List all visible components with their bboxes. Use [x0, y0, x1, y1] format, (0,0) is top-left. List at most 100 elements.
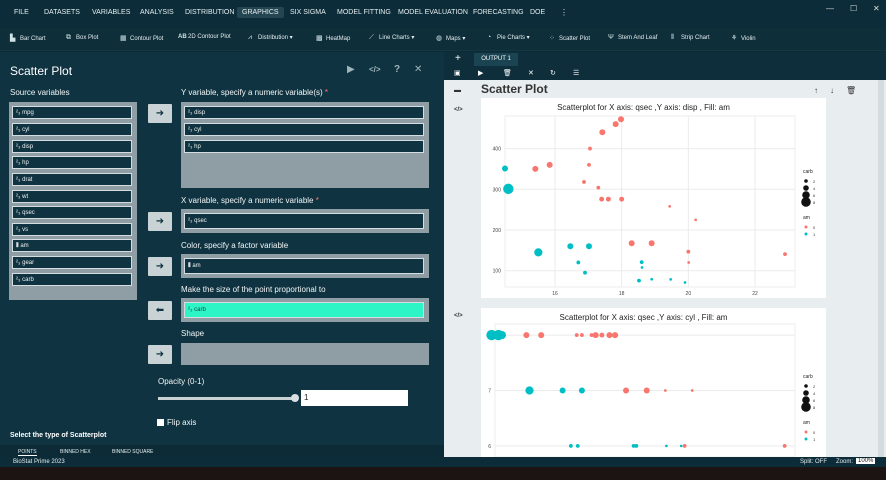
save-icon[interactable]: ▣ — [454, 70, 461, 77]
output-scrollbar[interactable] — [878, 80, 884, 457]
move-to-x-button[interactable]: ➜ — [148, 212, 172, 231]
list-item[interactable]: ²₃ drat — [12, 173, 132, 186]
color-variable-field[interactable]: ⦀ am — [181, 254, 429, 278]
list-item[interactable]: ²₃ qsec — [12, 206, 132, 219]
list-item[interactable]: ⦀ am — [12, 239, 132, 252]
data-point — [523, 332, 530, 339]
opacity-slider-handle[interactable] — [291, 394, 299, 402]
data-point — [592, 332, 599, 339]
more-menu-icon[interactable]: ⋮ — [560, 8, 568, 17]
opacity-slider[interactable] — [158, 397, 296, 400]
menu-datasets[interactable]: DATASETS — [44, 9, 80, 16]
tab-binned-hex[interactable]: BINNED HEX — [60, 449, 91, 455]
delete-icon[interactable]: 🗑 — [503, 70, 512, 77]
strip-chart-button[interactable]: ⦀ Strip Chart — [671, 34, 710, 41]
zoom-value[interactable]: 100% — [856, 458, 876, 464]
menu-model-evaluation[interactable]: MODEL EVALUATION — [398, 9, 468, 16]
add-tab-icon[interactable]: + — [455, 53, 461, 64]
maps-dropdown[interactable]: ◍ Maps ▾ — [436, 35, 466, 42]
2d-contour-plot-button[interactable]: AB2D Contour Plot — [178, 34, 231, 40]
y-variable-list[interactable]: ²₃ disp ²₃ cyl ²₃ hp — [181, 102, 429, 188]
move-to-y-button[interactable]: ➜ — [148, 104, 172, 123]
shape-field[interactable] — [181, 343, 429, 365]
list-item[interactable]: ²₃ qsec — [184, 213, 424, 229]
violin-button[interactable]: ⚘ Violin — [731, 35, 756, 42]
close-window-icon[interactable]: ✕ — [873, 4, 880, 13]
maximize-icon[interactable]: ☐ — [850, 4, 858, 13]
list-item[interactable]: ²₃ carb — [12, 273, 132, 286]
delete-output-icon[interactable]: 🗑 — [846, 86, 857, 95]
menu-file[interactable]: FILE — [14, 9, 29, 16]
pie-charts-dropdown[interactable]: ◔ Pie Charts ▾ — [487, 34, 530, 41]
code-icon[interactable]: </> — [454, 313, 463, 319]
move-up-icon[interactable]: ↑ — [814, 86, 818, 95]
size-variable-field[interactable]: ²₃ carb — [181, 298, 429, 322]
legend-size-label: 6 — [813, 193, 816, 198]
menu-forecasting[interactable]: FORECASTING — [473, 9, 524, 16]
tab-output-1[interactable]: OUTPUT 1 — [474, 53, 518, 66]
refresh-icon[interactable]: ↻ — [550, 70, 556, 77]
code-icon[interactable]: </> — [369, 65, 381, 74]
menu-doe[interactable]: DOE — [530, 9, 546, 16]
list-item[interactable]: ²₃ cyl — [184, 123, 424, 136]
scatter-plot-button[interactable]: ⁘ Scatter Plot — [549, 35, 591, 42]
help-icon[interactable]: ? — [394, 64, 401, 75]
menu-graphics[interactable]: GRAPHICS — [237, 7, 284, 18]
arrow-right-icon: ➜ — [155, 349, 165, 360]
data-point — [568, 444, 573, 448]
bar-chart-button[interactable]: ▙ Bar Chart — [10, 35, 46, 42]
stem-and-leaf-button[interactable]: Ψ Stem And Leaf — [608, 34, 658, 41]
data-point — [589, 333, 594, 337]
run-icon[interactable]: ▶ — [347, 64, 355, 75]
list-item[interactable]: ²₃ disp — [12, 140, 132, 153]
list-icon[interactable]: ☰ — [573, 70, 580, 77]
line-charts-dropdown[interactable]: ⟋ Line Charts ▾ — [369, 34, 415, 41]
list-item[interactable]: ²₃ disp — [184, 106, 424, 119]
list-item[interactable]: ²₃ carb — [184, 302, 424, 318]
menu-model-fitting[interactable]: MODEL FITTING — [337, 9, 391, 16]
close-dialog-icon[interactable]: ✕ — [414, 64, 423, 75]
open-icon[interactable]: ▶ — [478, 70, 484, 77]
toggle-icon[interactable]: ▬ — [454, 87, 461, 94]
contour-plot-button[interactable]: ▦ Contour Plot — [120, 35, 164, 42]
list-item[interactable]: ²₃ hp — [184, 140, 424, 153]
2d-contour-icon: AB — [178, 34, 187, 40]
data-point — [631, 444, 636, 448]
move-to-color-button[interactable]: ➜ — [148, 257, 172, 276]
source-variables-list[interactable]: ²₃ mpg ²₃ cyl ²₃ disp ²₃ hp ²₃ drat ²₃ w… — [9, 102, 137, 300]
list-item[interactable]: ²₃ hp — [12, 156, 132, 169]
minimize-icon[interactable]: — — [826, 4, 834, 13]
list-item[interactable]: ²₃ mpg — [12, 106, 132, 119]
move-down-icon[interactable]: ↓ — [830, 86, 834, 95]
required-mark: * — [324, 88, 329, 97]
split-status[interactable]: Split: OFF — [800, 459, 828, 465]
menu-six-sigma[interactable]: SIX SIGMA — [290, 9, 326, 16]
list-item[interactable]: ²₃ wt — [12, 190, 132, 203]
box-plot-button[interactable]: ⧉ Box Plot — [66, 34, 99, 41]
list-item[interactable]: ²₃ vs — [12, 223, 132, 236]
opacity-input[interactable]: 1 — [301, 390, 408, 406]
numeric-var-icon: ²₃ — [16, 127, 23, 133]
numeric-var-icon: ²₃ — [16, 144, 23, 150]
clear-icon[interactable]: ✕ — [528, 70, 534, 77]
opacity-label: Opacity (0-1) — [158, 377, 205, 386]
menu-analysis[interactable]: ANALYSIS — [140, 9, 174, 16]
code-icon[interactable]: </> — [454, 107, 463, 113]
legend-color-title: am — [803, 215, 810, 221]
tab-points[interactable]: POINTS — [18, 449, 37, 456]
menu-variables[interactable]: VARIABLES — [92, 9, 131, 16]
menu-distribution[interactable]: DISTRIBUTION — [185, 9, 235, 16]
x-variable-field[interactable]: ²₃ qsec — [181, 209, 429, 233]
y-tick-label: 7 — [488, 389, 491, 395]
y-variable-label: Y variable, specify a numeric variable(s… — [181, 88, 329, 97]
list-item[interactable]: ²₃ gear — [12, 256, 132, 269]
flip-axis-checkbox[interactable] — [157, 419, 164, 426]
move-from-size-button[interactable]: ⬅ — [148, 301, 172, 320]
list-item[interactable]: ⦀ am — [184, 258, 424, 274]
list-item[interactable]: ²₃ cyl — [12, 123, 132, 136]
move-to-shape-button[interactable]: ➜ — [148, 345, 172, 364]
tab-binned-square[interactable]: BINNED SQUARE — [112, 449, 154, 455]
heatmap-button[interactable]: ▩ HeatMap — [316, 35, 351, 42]
legend-color-key — [804, 232, 808, 236]
distribution-dropdown[interactable]: ⩘ Distribution ▾ — [248, 34, 293, 41]
